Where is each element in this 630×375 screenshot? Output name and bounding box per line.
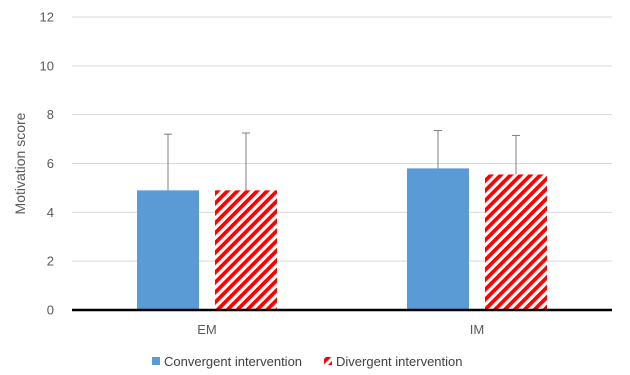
legend-swatch <box>152 357 160 365</box>
bars <box>137 168 547 310</box>
legend: Convergent intervention Divergent interve… <box>152 354 463 369</box>
y-tick-label: 12 <box>40 10 54 25</box>
y-axis-title: Motivation score <box>12 112 28 214</box>
bar <box>485 174 547 310</box>
y-tick-label: 10 <box>40 58 54 73</box>
y-tick-label: 2 <box>47 254 54 269</box>
y-tick-label: 6 <box>47 156 54 171</box>
x-tick-label: IM <box>470 322 484 337</box>
legend-label: Convergent intervention <box>164 354 302 369</box>
error-bars <box>164 130 520 191</box>
bar <box>137 190 199 310</box>
y-tick-label: 0 <box>47 303 54 318</box>
y-tick-label: 4 <box>47 205 54 220</box>
y-tick-label: 8 <box>47 107 54 122</box>
y-axis-ticks: 0 2 4 6 8 10 12 <box>40 10 54 318</box>
x-tick-label: EM <box>197 322 217 337</box>
x-axis-ticks: EM IM <box>197 322 484 337</box>
legend-label: Divergent intervention <box>336 354 462 369</box>
bar <box>407 168 469 310</box>
legend-swatch <box>324 357 333 365</box>
bar <box>215 190 277 310</box>
